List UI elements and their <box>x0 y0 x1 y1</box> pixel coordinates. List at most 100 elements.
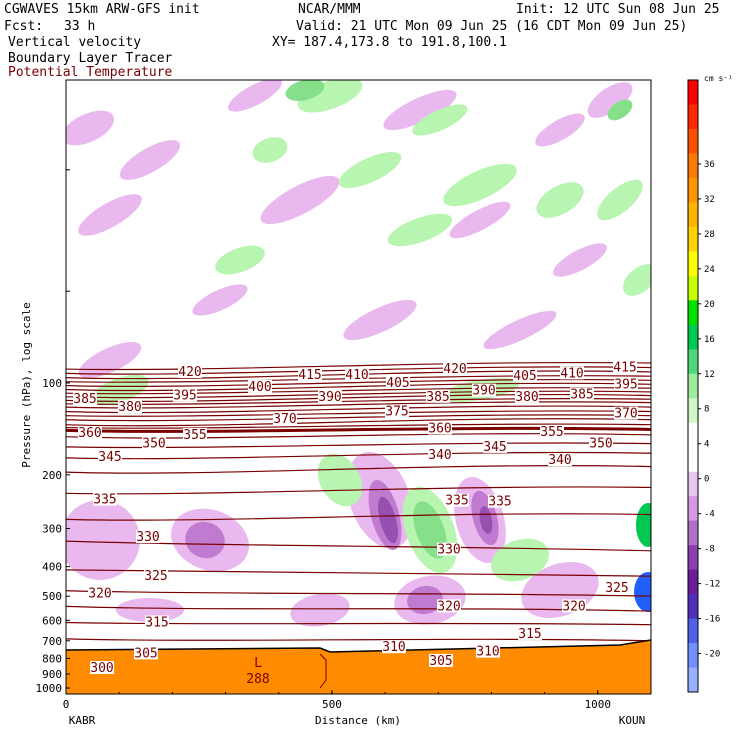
w-contour-2 <box>228 80 282 112</box>
colorbar-swatch-9 <box>688 300 698 326</box>
theta-label-16: 385 <box>73 392 96 407</box>
theta-label-15: 395 <box>614 377 637 392</box>
theta-label-7: 400 <box>248 380 271 395</box>
y-tick-label-7: 800 <box>42 652 62 665</box>
colorbar-swatch-15 <box>688 447 698 473</box>
colorbar-swatch-6 <box>688 226 698 252</box>
theta-label-34: 330 <box>136 530 159 545</box>
y-tick-label-0: 100 <box>42 377 62 390</box>
theta-label-bg-34 <box>136 530 160 544</box>
theta-label-bg-31 <box>93 492 117 506</box>
theta-label-bg-18 <box>385 404 409 418</box>
terrain-fill <box>66 640 651 694</box>
w-contour-28 <box>66 500 140 580</box>
theta-label-1: 415 <box>298 368 321 383</box>
colorbar-swatch-24 <box>688 667 698 693</box>
theta-label-bg-25 <box>142 436 166 450</box>
theta-label-bg-23 <box>428 421 452 435</box>
x-tick-label-2: 1000 <box>585 698 612 711</box>
theta-label-32: 335 <box>445 494 468 509</box>
colorbar-swatch-18 <box>688 520 698 546</box>
theta-label-bg-30 <box>548 453 572 467</box>
theta-line-24 <box>66 569 651 577</box>
theta-label-bg-3 <box>443 362 467 376</box>
theta-label-bg-37 <box>605 580 629 594</box>
theta-label-bg-4 <box>513 369 537 383</box>
y-tick-label-2: 300 <box>42 523 62 536</box>
colorbar-tick-7: 8 <box>704 405 709 415</box>
x-axis-label: Distance (km) <box>315 714 401 727</box>
w-contour-8 <box>449 201 511 239</box>
xy-coordinates: XY= 187.4,173.8 to 191.8,100.1 <box>272 35 507 50</box>
w-updraft-right-2 <box>634 572 651 612</box>
colorbar-frame <box>687 79 699 693</box>
forecast-label: Fcst: <box>4 19 44 34</box>
colorbar-tick-6: 12 <box>704 370 715 380</box>
colorbar-swatch-0 <box>688 80 698 105</box>
w-contour-4 <box>535 113 585 147</box>
theta-line-13 <box>66 414 651 422</box>
theta-label-10: 390 <box>318 390 341 405</box>
theta-label-bg-45 <box>134 646 158 660</box>
w-contour-3 <box>383 89 457 131</box>
w-contour-15 <box>412 104 468 136</box>
theta-label-bg-12 <box>472 383 496 397</box>
theta-label-bg-26 <box>589 436 613 450</box>
theta-label-bg-8 <box>386 376 410 389</box>
colorbar-swatch-10 <box>688 324 698 350</box>
w-contour-41 <box>407 585 443 615</box>
colorbar-tick-13: -16 <box>704 615 720 625</box>
theta-line-10 <box>66 401 651 409</box>
w-contour-26 <box>285 80 325 101</box>
theta-label-bg-15 <box>614 377 638 391</box>
w-contour-27 <box>607 99 633 121</box>
colorbar-swatch-1 <box>688 104 698 130</box>
theta-label-21: 360 <box>78 426 101 441</box>
w-contour-44 <box>490 538 550 582</box>
theta-label-bg-43 <box>382 640 406 654</box>
y-tick-label-6: 700 <box>42 635 62 648</box>
theta-line-14 <box>66 418 651 427</box>
w-contour-38 <box>479 506 493 534</box>
theta-label-42: 315 <box>518 627 541 642</box>
w-contour-14 <box>297 80 363 113</box>
station-left: KABR <box>69 714 96 727</box>
model-title: CGWAVES 15km ARW-GFS init <box>4 2 200 17</box>
theta-label-bg-27 <box>98 450 122 464</box>
y-tick-label-1: 200 <box>42 469 62 482</box>
w-contour-1 <box>119 140 181 180</box>
theta-line-12 <box>66 410 651 417</box>
theta-label-3: 420 <box>443 362 466 377</box>
colorbar-tick-2: 28 <box>704 230 715 240</box>
theta-label-27: 345 <box>98 450 121 465</box>
colorbar-tick-1: 32 <box>704 195 715 205</box>
theta-label-bg-35 <box>437 542 461 556</box>
theta-label-bg-32 <box>445 493 469 507</box>
theta-label-39: 320 <box>437 599 460 614</box>
theta-label-43: 310 <box>382 640 405 655</box>
colorbar-swatch-3 <box>688 153 698 179</box>
w-contour-18 <box>443 163 517 207</box>
colorbar-swatch-12 <box>688 373 698 399</box>
theta-label-20: 370 <box>614 407 637 422</box>
theta-label-18: 375 <box>385 404 408 419</box>
colorbar-tick-9: 0 <box>704 475 709 485</box>
w-contour-33 <box>378 496 398 544</box>
theta-label-bg-5 <box>560 366 584 380</box>
theta-label-bg-28 <box>428 447 452 461</box>
y-tick-label-5: 600 <box>42 614 62 627</box>
theta-label-bg-24 <box>540 425 564 439</box>
y-tick-label-9: 1000 <box>36 682 63 695</box>
bl-tracer-edge <box>319 653 327 689</box>
colorbar-tick-0: 36 <box>704 160 715 170</box>
theta-label-6: 415 <box>613 361 636 376</box>
theta-label-9: 395 <box>173 389 196 404</box>
colorbar-swatch-5 <box>688 202 698 228</box>
theta-label-26: 350 <box>589 437 612 452</box>
w-contour-11 <box>343 299 417 341</box>
colorbar-tick-10: -4 <box>704 510 715 520</box>
theta-line-0 <box>66 361 651 371</box>
w-contour-6 <box>78 194 142 236</box>
w-contour-9 <box>553 243 607 277</box>
